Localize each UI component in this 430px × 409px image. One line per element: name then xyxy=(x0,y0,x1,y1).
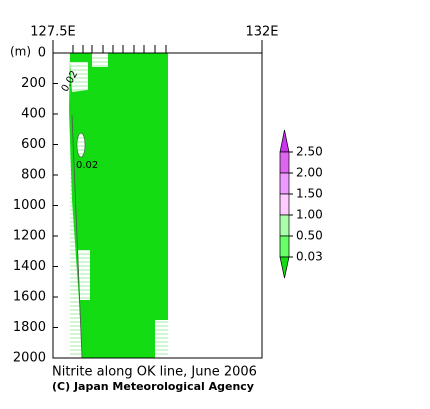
colorbar-bin xyxy=(279,193,290,216)
colorbar-bin xyxy=(279,235,290,258)
colorbar-label: 0.03 xyxy=(296,250,323,264)
chart-title: Nitrite along OK line, June 2006 xyxy=(52,365,257,380)
colorbar-label: 2.50 xyxy=(296,145,323,159)
colorbar-label: 0.50 xyxy=(296,229,323,243)
field-gap xyxy=(76,132,86,158)
contour-label: 0.02 xyxy=(76,160,98,171)
colorbar-label: 2.00 xyxy=(296,166,323,180)
y-tick-label: 0 xyxy=(38,46,46,61)
x-tick-label: 127.5E xyxy=(30,25,75,40)
field-gap xyxy=(78,250,90,300)
y-tick-label: 1800 xyxy=(13,320,46,335)
y-tick-label: 1600 xyxy=(13,290,46,305)
field-gap xyxy=(92,53,108,67)
field-gap xyxy=(70,62,88,92)
colorbar-bin xyxy=(279,172,290,195)
colorbar-label: 1.50 xyxy=(296,187,323,201)
colorbar-label: 1.00 xyxy=(296,208,323,222)
colorbar-bin xyxy=(279,151,290,174)
y-tick-label: 2000 xyxy=(13,351,46,366)
field xyxy=(69,53,168,358)
credit: (C) Japan Meteorological Agency xyxy=(52,380,254,393)
y-tick-label: 800 xyxy=(21,168,46,183)
y-tick-label: 1000 xyxy=(13,198,46,213)
colorbar-cap xyxy=(279,129,290,153)
y-axis-label: (m) xyxy=(10,45,31,59)
colorbar-cap xyxy=(279,256,290,279)
y-tick-label: 1200 xyxy=(13,229,46,244)
y-tick-label: 1400 xyxy=(13,259,46,274)
bottom-line xyxy=(71,114,83,359)
y-tick-label: 600 xyxy=(21,137,46,152)
colorbar-bin xyxy=(279,214,290,237)
x-tick-label: 132E xyxy=(245,25,278,40)
y-tick-label: 200 xyxy=(21,76,46,91)
y-tick-label: 400 xyxy=(21,107,46,122)
